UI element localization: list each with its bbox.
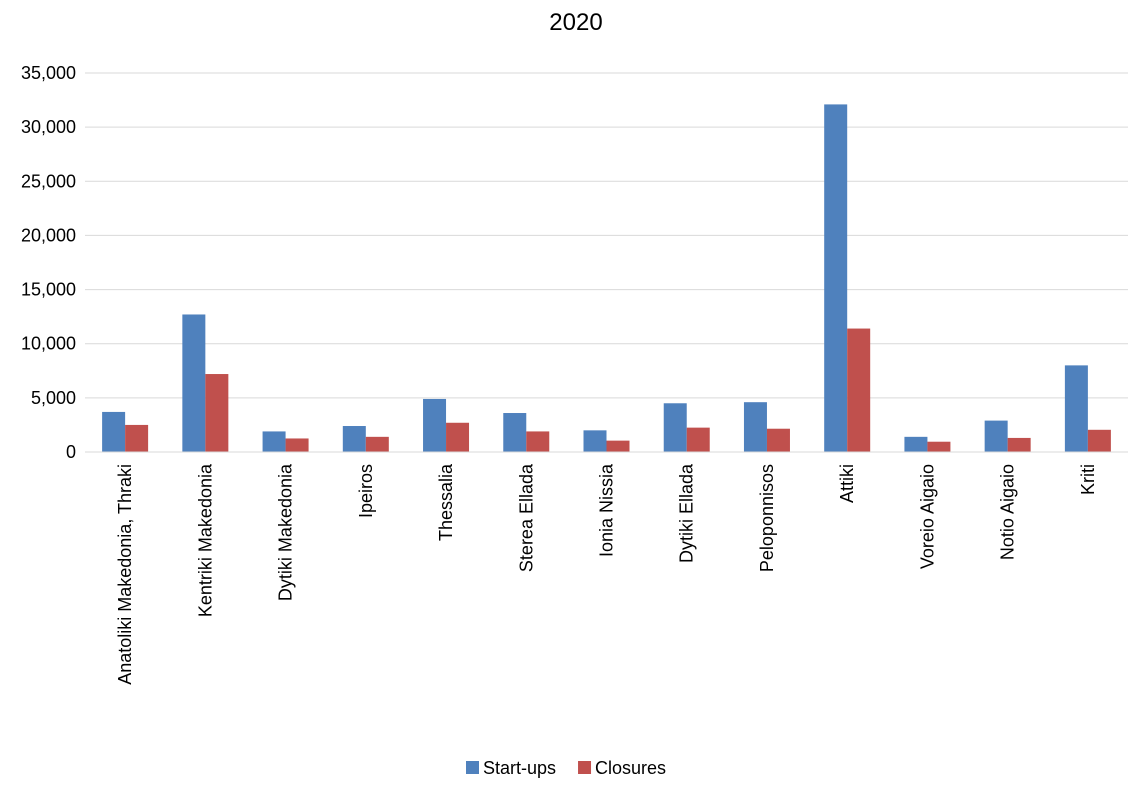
bar-closures — [446, 422, 470, 452]
y-tick-label: 10,000 — [21, 334, 76, 354]
legend-swatch — [466, 761, 479, 774]
bar-closures — [1087, 429, 1111, 452]
x-category-label: Attiki — [837, 464, 857, 503]
bar-closures — [927, 441, 951, 452]
x-category-label: Dytiki Makedonia — [276, 463, 296, 601]
x-category-label: Ionia Nissia — [597, 463, 617, 557]
legend-label: Closures — [595, 758, 666, 778]
y-axis-tick-labels: 0 5,000 10,000 15,000 20,000 25,000 30,000 35,0… — [21, 63, 76, 462]
bar-start-ups — [1064, 365, 1088, 452]
x-category-label: Sterea Ellada — [516, 463, 536, 572]
bar-closures — [285, 438, 309, 452]
x-category-label: Peloponnisos — [757, 464, 777, 572]
y-tick-label: 5,000 — [31, 388, 76, 408]
bar-start-ups — [663, 403, 687, 452]
bar-start-ups — [904, 436, 928, 452]
y-tick-label: 15,000 — [21, 280, 76, 300]
bar-closures — [686, 427, 710, 452]
x-category-label: Ipeiros — [356, 464, 376, 518]
bar-start-ups — [743, 402, 767, 452]
x-category-label: Voreio Aigaio — [917, 464, 937, 569]
bar-start-ups — [423, 398, 447, 452]
y-tick-label: 25,000 — [21, 171, 76, 191]
bar-start-ups — [583, 430, 607, 452]
bar-closures — [766, 428, 790, 452]
y-tick-label: 20,000 — [21, 225, 76, 245]
bar-closures — [205, 374, 229, 452]
x-category-label: Kentriki Makedonia — [195, 463, 215, 617]
bar-start-ups — [182, 314, 206, 452]
bar-closures — [1007, 437, 1031, 452]
bar-start-ups — [342, 426, 366, 452]
legend: Start-ups Closures — [466, 758, 666, 778]
x-category-label: Kriti — [1078, 464, 1098, 495]
chart-title: 2020 — [549, 9, 602, 36]
legend-label: Start-ups — [483, 758, 556, 778]
legend-swatch — [578, 761, 592, 774]
x-axis-category-labels: Anatoliki Makedonia, Thraki Kentriki Make… — [115, 463, 1098, 685]
bar-start-ups — [824, 104, 848, 452]
y-tick-label: 0 — [66, 442, 76, 462]
bar-start-ups — [503, 413, 527, 452]
bars — [102, 104, 1111, 452]
bar-start-ups — [262, 431, 286, 452]
x-category-label: Notio Aigaio — [998, 464, 1018, 560]
y-tick-label: 30,000 — [21, 117, 76, 137]
x-category-label: Thessalia — [436, 463, 456, 541]
bar-closures — [526, 431, 550, 452]
bar-closures — [125, 424, 149, 452]
bar-closures — [847, 328, 871, 452]
x-category-label: Dytiki Ellada — [677, 463, 697, 563]
bar-closures — [365, 436, 389, 452]
y-tick-label: 35,000 — [21, 63, 76, 83]
bar-closures — [606, 440, 630, 452]
gridlines — [85, 72, 1128, 399]
bar-start-ups — [102, 411, 126, 452]
bar-start-ups — [984, 420, 1008, 452]
x-category-label: Anatoliki Makedonia, Thraki — [115, 464, 135, 685]
